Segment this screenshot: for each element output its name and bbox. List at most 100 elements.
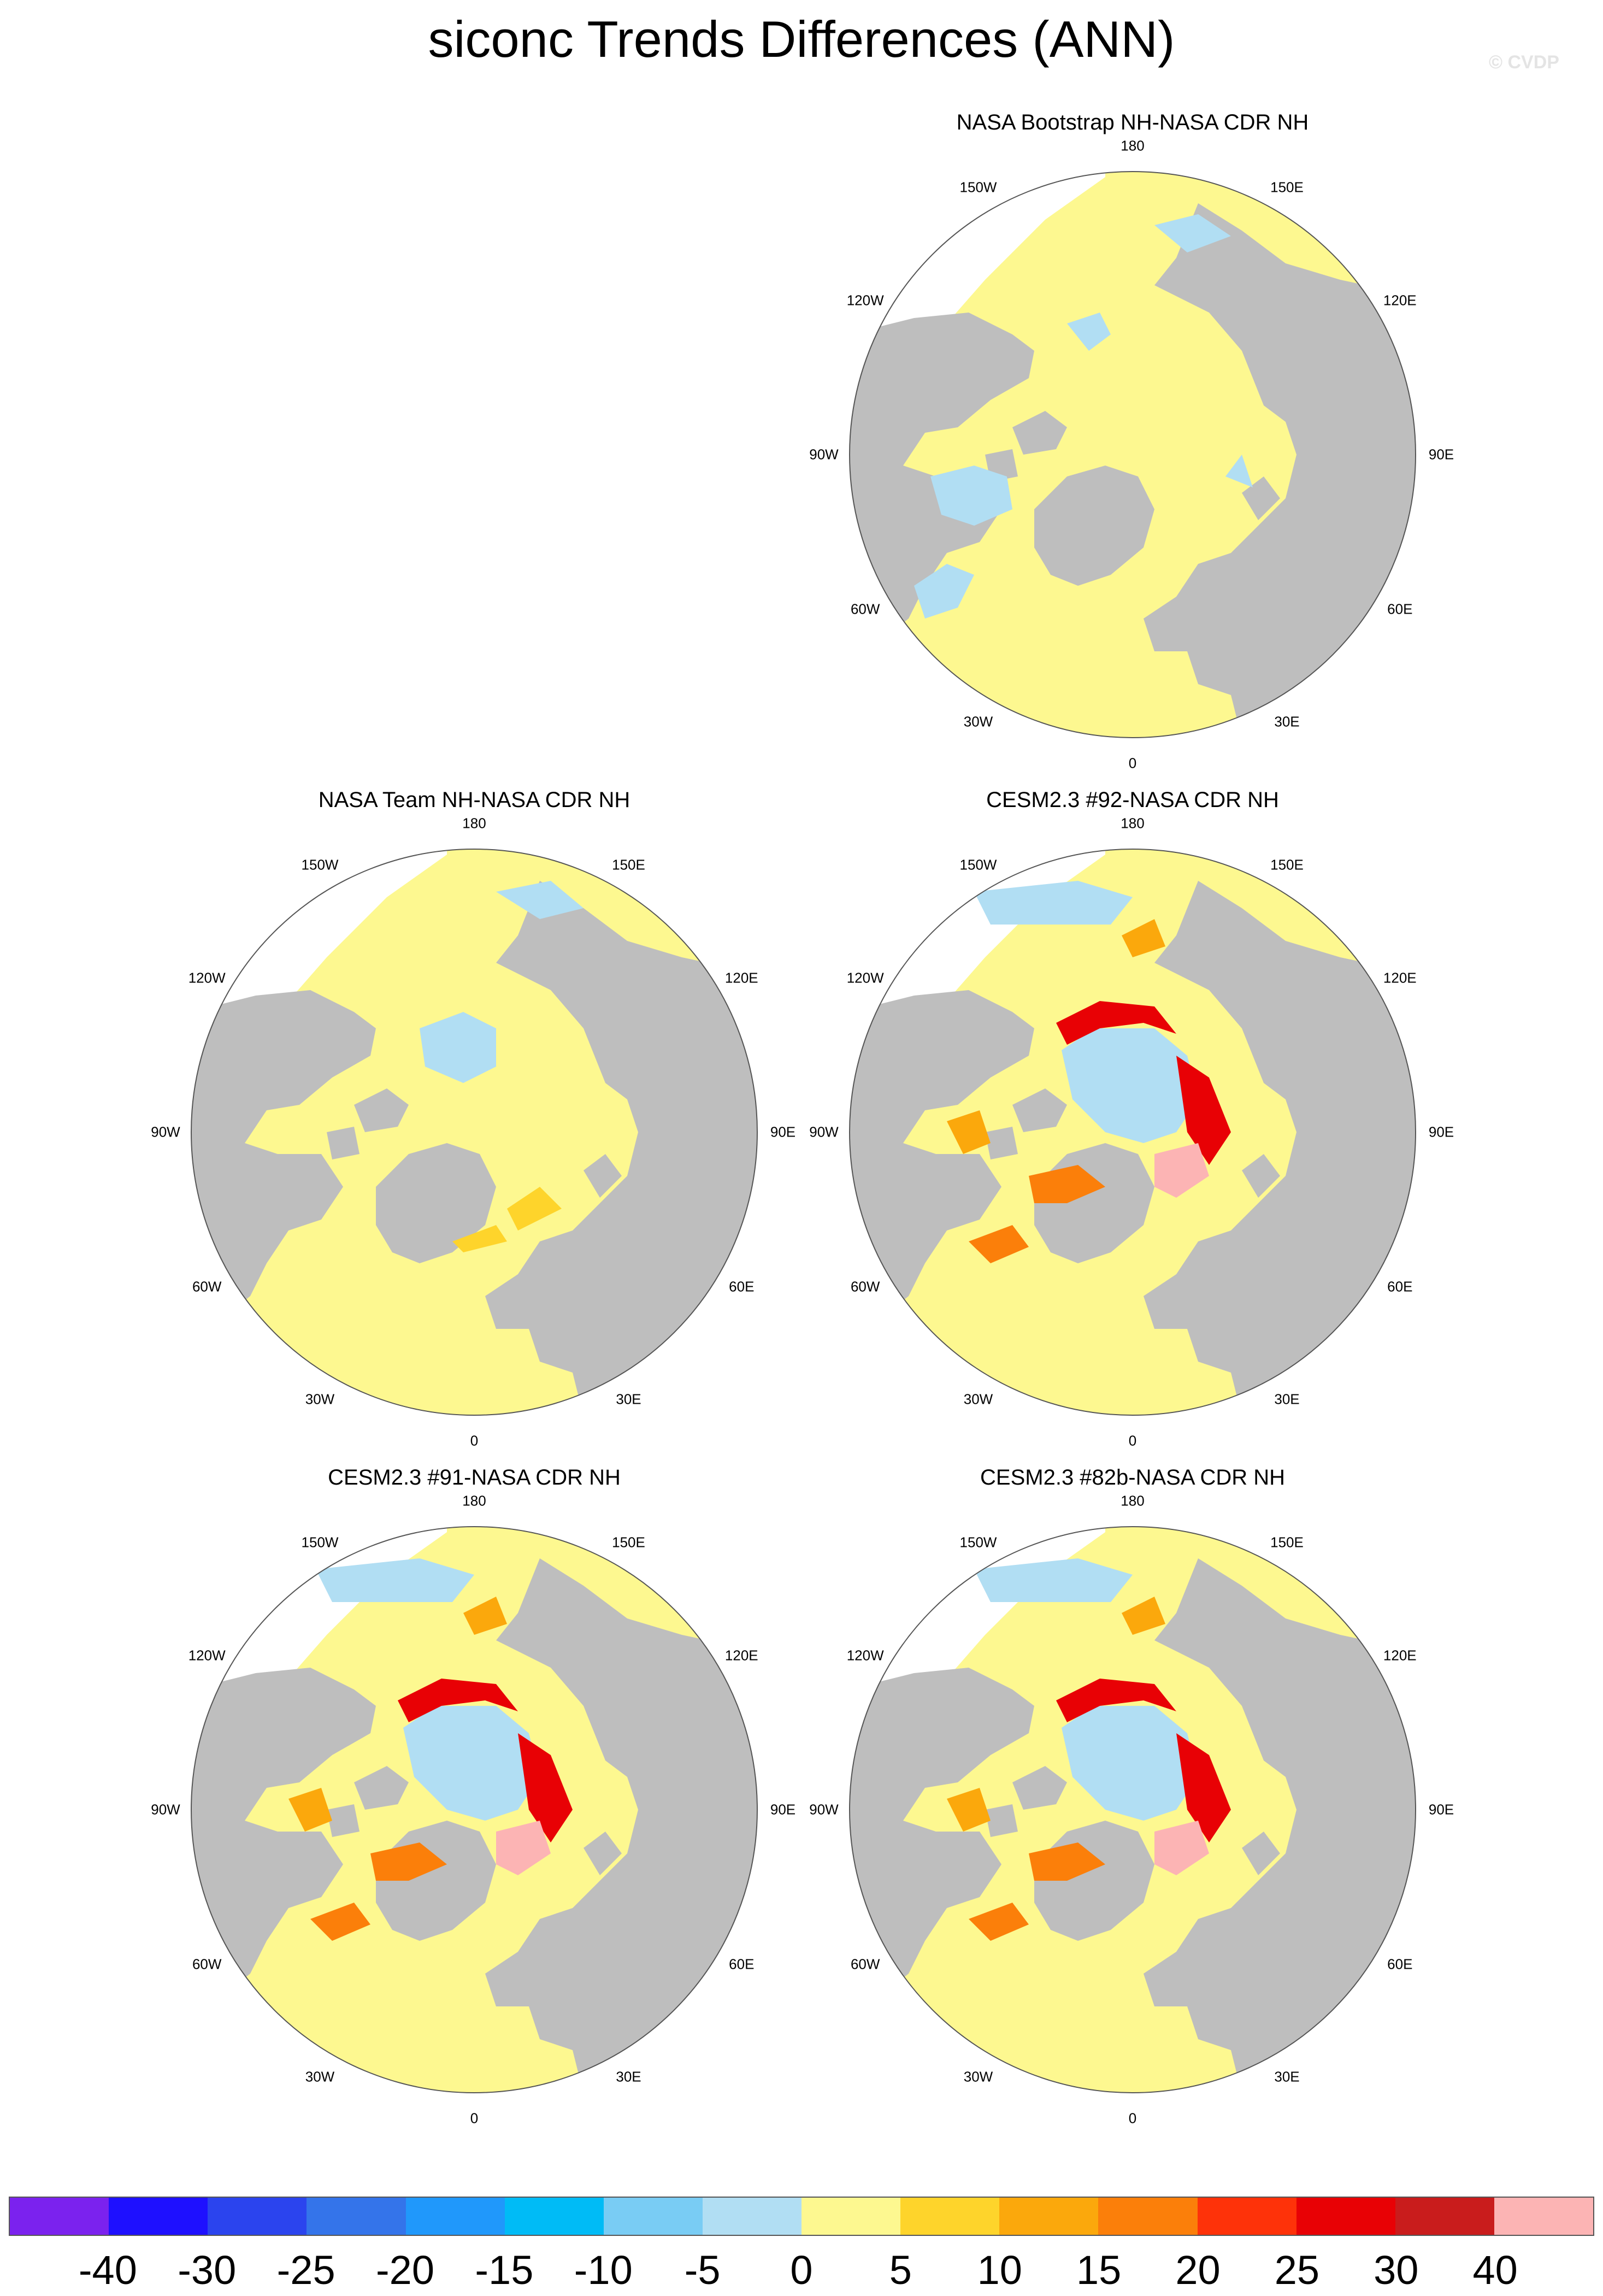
longitude-label: 60E [729, 1956, 755, 1972]
arctic-island [354, 1088, 409, 1132]
colorbar-swatch [405, 2198, 505, 2235]
colorbar-label: 30 [1374, 2247, 1419, 2293]
anomaly-strong-positive [1056, 1001, 1176, 1045]
colorbar-swatch [900, 2198, 1000, 2235]
longitude-label: 30W [305, 1391, 335, 1408]
arctic-island [1012, 1766, 1067, 1810]
longitude-label: 150W [301, 856, 339, 873]
polar-map-4 [191, 1526, 758, 2093]
longitude-label: 180 [462, 815, 486, 832]
longitude-label: 90W [151, 1801, 180, 1818]
longitude-label: 90E [770, 1123, 796, 1140]
longitude-label: 60W [850, 601, 880, 617]
eurasia-land [1144, 881, 1416, 1415]
arctic-island [985, 1127, 1018, 1159]
anomaly-strong-positive [1056, 1679, 1176, 1722]
arctic-island [1242, 1832, 1280, 1875]
north-america-land [191, 990, 376, 1329]
colorbar-swatch [307, 2198, 406, 2235]
longitude-label: 30E [616, 2068, 641, 2085]
anomaly-negative [974, 1558, 1133, 1602]
arctic-island [1242, 476, 1280, 520]
anomaly-strong-positive [398, 1679, 518, 1722]
arctic-island [1012, 1088, 1067, 1132]
colorbar-label: 25 [1274, 2247, 1320, 2293]
longitude-label: 90W [151, 1123, 180, 1140]
anomaly-max-positive [1154, 1143, 1209, 1198]
colorbar-label: -30 [178, 2247, 237, 2293]
longitude-label: 180 [1121, 815, 1145, 832]
colorbar-label: -40 [78, 2247, 137, 2293]
longitude-label: 120W [188, 1647, 226, 1663]
panel-title-2: NASA Team NH-NASA CDR NH [318, 788, 630, 812]
eurasia-land [1144, 203, 1416, 738]
colorbar-swatch [603, 2198, 703, 2235]
longitude-label: 90W [809, 446, 839, 463]
longitude-label: 30E [1274, 713, 1300, 730]
arctic-island [584, 1154, 622, 1198]
longitude-label: 60W [192, 1956, 222, 1972]
colorbar-label: 5 [889, 2247, 912, 2293]
longitude-label: 90E [1428, 1801, 1454, 1818]
arctic-island [1242, 1154, 1280, 1198]
colorbar-label: 0 [790, 2247, 813, 2293]
colorbar-swatch [999, 2198, 1099, 2235]
anomaly-negative [496, 881, 584, 919]
colorbar-label: 15 [1076, 2247, 1122, 2293]
panel-title-4: CESM2.3 #91-NASA CDR NH [328, 1465, 621, 1490]
polar-map-1 [849, 171, 1416, 738]
longitude-label: 90W [809, 1123, 839, 1140]
longitude-label: 120E [1383, 292, 1417, 308]
map-border [191, 1526, 758, 2093]
longitude-label: 30W [963, 713, 993, 730]
longitude-label: 30E [1274, 2068, 1300, 2085]
map-border [849, 849, 1416, 1416]
anomaly-negative [1067, 313, 1111, 351]
longitude-label: 120E [1383, 1647, 1417, 1663]
longitude-label: 0 [1128, 1432, 1137, 1449]
anomaly-positive [370, 1842, 447, 1881]
longitude-label: 120W [846, 1647, 884, 1663]
figure-title: siconc Trends Differences (ANN) [428, 10, 1175, 68]
longitude-label: 150W [959, 1534, 997, 1551]
longitude-label: 90E [1428, 446, 1454, 463]
map-border [849, 1526, 1416, 2093]
anomaly-negative [974, 881, 1133, 925]
greenland-land [1034, 466, 1154, 586]
north-america-land [850, 990, 1034, 1329]
anomaly-strong-positive [518, 1733, 573, 1842]
anomaly-positive [1029, 1165, 1105, 1203]
longitude-label: 60W [192, 1278, 222, 1294]
longitude-label: 180 [1121, 1492, 1145, 1509]
colorbar-swatch [10, 2198, 109, 2235]
longitude-label: 60E [1387, 1278, 1413, 1294]
longitude-label: 60E [1387, 1956, 1413, 1972]
colorbar-swatch [1197, 2198, 1296, 2235]
eurasia-land [485, 881, 757, 1415]
anomaly-negative [930, 466, 1012, 526]
panel-title-5: CESM2.3 #82b-NASA CDR NH [980, 1465, 1285, 1490]
arctic-island [584, 1832, 622, 1875]
colorbar-swatch [802, 2198, 901, 2235]
anomaly-strong-positive [1176, 1733, 1231, 1842]
longitude-label: 0 [470, 1432, 479, 1449]
arctic-island [327, 1804, 360, 1837]
longitude-label: 30E [1274, 1391, 1300, 1408]
arctic-island [985, 1804, 1018, 1837]
colorbar-label: -10 [574, 2247, 633, 2293]
longitude-label: 120E [724, 1647, 758, 1663]
longitude-label: 180 [462, 1492, 486, 1509]
longitude-label: 120E [724, 969, 758, 986]
arctic-island [354, 1766, 409, 1810]
anomaly-strong-positive [1176, 1056, 1231, 1165]
colorbar-swatch [109, 2198, 208, 2235]
colorbar-label: -20 [376, 2247, 434, 2293]
colorbar [9, 2197, 1594, 2236]
anomaly-negative [1154, 214, 1231, 252]
anomaly-positive [288, 1788, 332, 1832]
longitude-label: 60E [1387, 601, 1413, 617]
polar-map-3 [849, 849, 1416, 1416]
longitude-label: 60E [729, 1278, 755, 1294]
anomaly-negative [1062, 1706, 1198, 1821]
longitude-label: 150W [959, 856, 997, 873]
